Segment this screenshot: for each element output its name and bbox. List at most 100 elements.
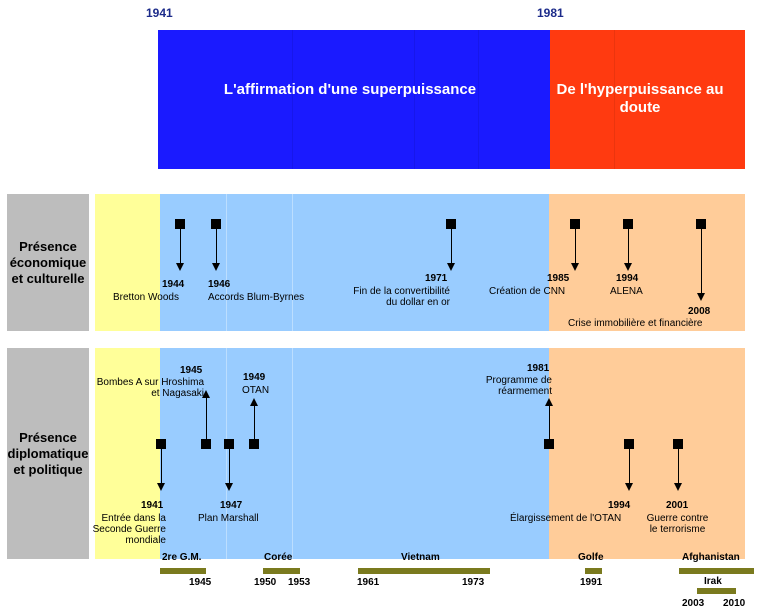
event-connector	[254, 406, 255, 439]
war-year: 2003	[682, 598, 705, 609]
event-text: ALENA	[610, 286, 643, 297]
event-text: OTAN	[242, 385, 270, 396]
event-connector	[216, 229, 217, 263]
event-year: 1949	[243, 372, 266, 383]
event-text: Création de CNN	[489, 286, 566, 297]
war-year: 1950	[254, 577, 277, 588]
event-connector	[629, 449, 630, 483]
event-marker	[201, 439, 211, 449]
event-marker	[570, 219, 580, 229]
row-divider	[226, 348, 227, 559]
period-band-hyperpuissance	[550, 30, 745, 169]
event-year: 1994	[608, 500, 631, 511]
event-marker	[211, 219, 221, 229]
war-year: 2010	[723, 598, 746, 609]
war-label-golfe: Golfe	[578, 552, 604, 563]
event-connector	[628, 229, 629, 263]
arrow-down-icon	[225, 483, 233, 491]
event-text: Crise immobilière et financière	[568, 318, 703, 329]
event-marker	[673, 439, 683, 449]
band-divider	[414, 30, 415, 169]
arrow-up-icon	[202, 390, 210, 398]
event-marker	[696, 219, 706, 229]
arrow-down-icon	[571, 263, 579, 271]
event-year: 2008	[688, 306, 711, 317]
event-year: 1947	[220, 500, 243, 511]
arrow-down-icon	[176, 263, 184, 271]
war-bar-2gm	[160, 568, 206, 574]
arrow-down-icon	[625, 483, 633, 491]
war-bar-vietnam	[358, 568, 490, 574]
row-label-economic: Présence économique et culturelle	[7, 194, 89, 331]
war-bar-irak	[697, 588, 736, 594]
war-bar-golfe	[585, 568, 602, 574]
war-year: 1961	[357, 577, 380, 588]
dip-bg-period1	[160, 348, 549, 559]
event-text: Plan Marshall	[198, 513, 259, 524]
event-text: Programme de réarmement	[485, 375, 552, 397]
event-marker	[624, 439, 634, 449]
dip-bg-period2	[549, 348, 745, 559]
arrow-down-icon	[624, 263, 632, 271]
year-1981-label: 1981	[537, 6, 564, 20]
event-marker	[544, 439, 554, 449]
arrow-down-icon	[212, 263, 220, 271]
period-title-superpuissance: L'affirmation d'une superpuissance	[223, 81, 477, 98]
event-marker	[175, 219, 185, 229]
arrow-down-icon	[157, 483, 165, 491]
event-connector	[451, 229, 452, 263]
event-text: Élargissement de l'OTAN	[510, 513, 622, 524]
event-connector	[161, 449, 162, 483]
arrow-down-icon	[447, 263, 455, 271]
event-marker	[446, 219, 456, 229]
event-year: 1944	[162, 279, 185, 290]
row-label-diplomatic: Présence diplomatique et politique	[7, 348, 89, 559]
event-year: 1971	[425, 273, 448, 284]
event-year: 1981	[527, 363, 550, 374]
row-divider	[292, 194, 293, 331]
arrow-down-icon	[697, 293, 705, 301]
band-divider	[614, 30, 615, 169]
event-year: 1946	[208, 279, 231, 290]
event-connector	[701, 229, 702, 294]
event-year: 1994	[616, 273, 639, 284]
event-text: Bretton Woods	[113, 292, 179, 303]
war-year: 1953	[288, 577, 311, 588]
event-marker	[156, 439, 166, 449]
event-marker	[623, 219, 633, 229]
war-bar-coree	[263, 568, 300, 574]
event-connector	[229, 449, 230, 483]
event-connector	[678, 449, 679, 483]
war-year: 1991	[580, 577, 603, 588]
event-marker	[224, 439, 234, 449]
event-connector	[206, 398, 207, 439]
event-connector	[549, 406, 550, 439]
band-divider	[478, 30, 479, 169]
event-text: Guerre contre le terrorisme	[646, 513, 709, 535]
war-year: 1973	[462, 577, 485, 588]
period-band-superpuissance	[158, 30, 550, 169]
war-label-irak: Irak	[704, 576, 722, 587]
event-marker	[249, 439, 259, 449]
war-label-coree: Corée	[264, 552, 293, 563]
event-year: 1945	[180, 365, 203, 376]
event-text: Fin de la convertibilité du dollar en or	[353, 286, 450, 308]
period-title-hyperpuissance: De l'hyperpuissance au doute	[556, 81, 724, 116]
war-label-vietnam: Vietnam	[401, 552, 440, 563]
war-label-2gm: 2re G.M.	[162, 552, 202, 563]
row-divider	[226, 194, 227, 331]
event-connector	[575, 229, 576, 263]
year-1941-label: 1941	[146, 6, 173, 20]
eco-bg-period1	[160, 194, 549, 331]
dip-bg-pre	[95, 348, 160, 559]
war-label-afghanistan: Afghanistan	[682, 552, 740, 563]
arrow-up-icon	[545, 398, 553, 406]
band-divider	[292, 30, 293, 169]
row-divider	[292, 348, 293, 559]
event-text: Accords Blum-Byrnes	[208, 292, 305, 303]
event-year: 2001	[666, 500, 689, 511]
event-text: Bombes A sur Hroshima et Nagasaki	[96, 377, 204, 399]
event-connector	[180, 229, 181, 263]
event-year: 1941	[141, 500, 164, 511]
war-year: 1945	[189, 577, 212, 588]
